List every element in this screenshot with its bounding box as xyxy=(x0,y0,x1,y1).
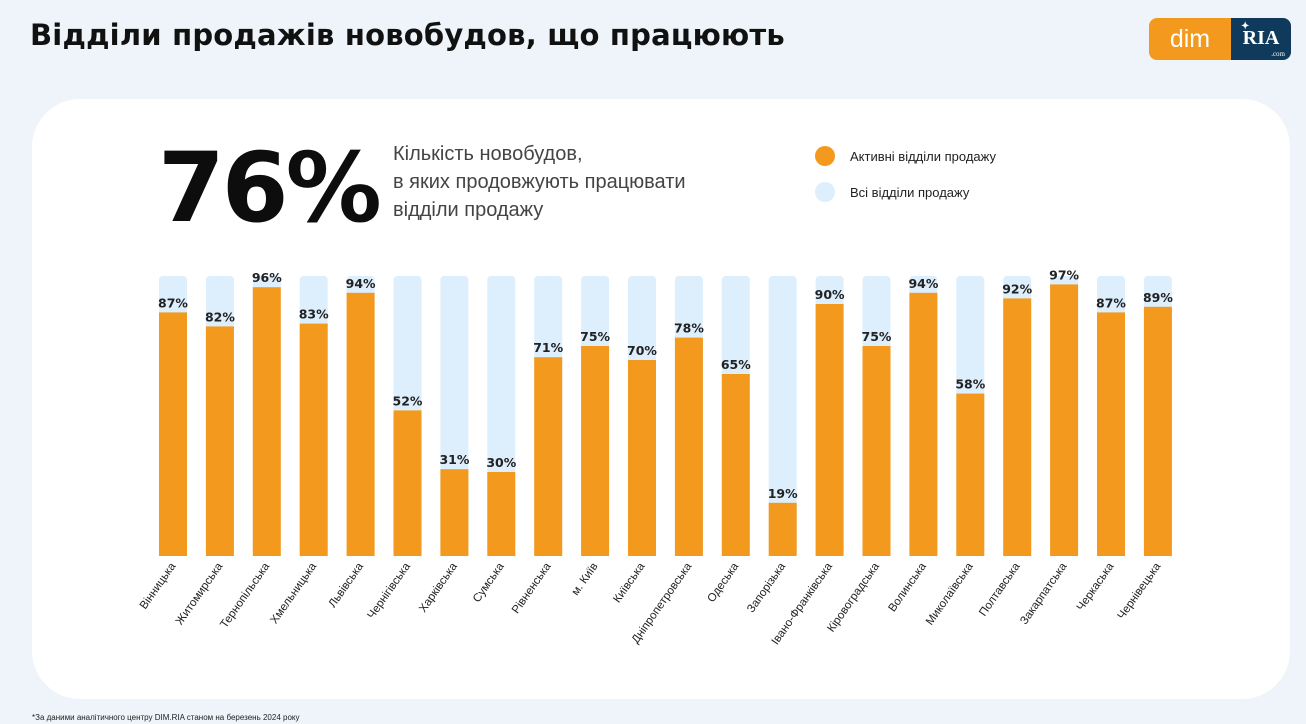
legend-label-all: Всі відділи продажу xyxy=(850,184,970,200)
category-label-3: Хмельницька xyxy=(268,560,319,626)
data-label-20: 87% xyxy=(1096,295,1126,310)
star-icon: ✦ xyxy=(1241,21,1250,32)
category-label-9: м. Київ xyxy=(570,561,601,598)
bar-active-15 xyxy=(862,346,891,556)
bar-active-17 xyxy=(956,393,985,556)
data-label-18: 92% xyxy=(1002,281,1032,296)
bar-active-9 xyxy=(581,346,610,556)
footnote: *За даними аналітичного центру DIM.RIA с… xyxy=(32,713,300,722)
description-line-3: відділи продажу xyxy=(393,199,544,221)
category-label-13: Запорізька xyxy=(745,560,788,615)
bar-active-13 xyxy=(768,502,797,556)
bar-active-8 xyxy=(534,357,563,556)
data-label-5: 52% xyxy=(393,393,423,408)
data-label-0: 87% xyxy=(158,295,188,310)
category-label-20: Черкаська xyxy=(1075,560,1117,613)
data-label-19: 97% xyxy=(1049,267,1079,282)
bar-all-13 xyxy=(768,276,797,556)
category-label-5: Чернігівська xyxy=(366,560,414,621)
data-label-2: 96% xyxy=(252,270,282,285)
bar-active-10 xyxy=(628,360,656,556)
data-label-16: 94% xyxy=(908,276,938,291)
bar-active-20 xyxy=(1097,312,1125,556)
bar-active-16 xyxy=(909,292,938,556)
category-label-18: Полтавська xyxy=(977,560,1023,618)
bar-active-0 xyxy=(159,312,187,556)
bar-active-12 xyxy=(721,374,750,556)
bar-active-7 xyxy=(487,472,516,556)
description-line-2: в яких продовжують працювати xyxy=(393,171,686,193)
legend-label-active: Активні відділи продажу xyxy=(850,148,996,164)
category-label-16: Волинська xyxy=(886,560,929,614)
category-label-2: Тернопільська xyxy=(218,560,272,630)
category-label-19: Закарпатська xyxy=(1018,560,1070,627)
category-label-6: Харківська xyxy=(417,560,460,614)
category-label-15: Кіровоградська xyxy=(825,560,882,634)
legend-item-active: Активні відділи продажу xyxy=(815,146,996,166)
data-label-6: 31% xyxy=(439,452,469,467)
category-label-7: Сумська xyxy=(471,560,507,604)
bar-active-19 xyxy=(1050,284,1079,556)
bar-active-21 xyxy=(1143,306,1172,556)
category-label-1: Житомирська xyxy=(174,560,226,627)
category-label-21: Чернівецька xyxy=(1116,560,1164,621)
bar-active-6 xyxy=(440,469,469,556)
bar-active-4 xyxy=(346,292,375,556)
logo-dim: dim xyxy=(1149,18,1231,60)
category-label-8: Рівненська xyxy=(510,560,554,616)
category-label-12: Одеська xyxy=(705,560,741,604)
bar-active-3 xyxy=(299,323,328,556)
data-label-8: 71% xyxy=(533,340,563,355)
dim-ria-logo[interactable]: dim ✦ RIA .com xyxy=(1149,18,1291,60)
category-label-4: Львівська xyxy=(327,560,367,610)
data-label-17: 58% xyxy=(955,377,985,392)
bar-active-11 xyxy=(674,337,703,556)
data-label-12: 65% xyxy=(721,357,751,372)
page-title: Відділи продажів новобудов, що працюють xyxy=(30,18,785,52)
data-label-21: 89% xyxy=(1143,290,1173,305)
legend-item-all: Всі відділи продажу xyxy=(815,182,969,202)
logo-ria-text: RIA xyxy=(1242,27,1280,49)
big-percent: 76% xyxy=(158,132,382,244)
data-label-3: 83% xyxy=(299,307,329,322)
category-label-17: Миколаївська xyxy=(924,560,976,627)
data-label-4: 94% xyxy=(346,276,376,291)
data-label-7: 30% xyxy=(486,455,516,470)
data-label-15: 75% xyxy=(862,329,892,344)
category-label-10: Київська xyxy=(611,560,647,605)
data-label-1: 82% xyxy=(205,309,235,324)
description-line-1: Кількість новобудов, xyxy=(393,143,583,165)
legend-dot-active xyxy=(815,146,835,166)
logo-ria: ✦ RIA .com xyxy=(1231,18,1291,60)
bar-active-2 xyxy=(252,287,281,556)
bar-active-1 xyxy=(205,326,234,556)
data-label-9: 75% xyxy=(580,329,610,344)
data-label-11: 78% xyxy=(674,321,704,336)
bar-active-5 xyxy=(393,410,422,556)
data-label-14: 90% xyxy=(815,287,845,302)
category-label-0: Вінницька xyxy=(138,560,179,611)
logo-ria-sub: .com xyxy=(1271,50,1285,58)
bar-active-18 xyxy=(1003,298,1032,556)
legend-dot-all xyxy=(815,182,835,202)
summary-description: Кількість новобудов, в яких продовжують … xyxy=(393,140,773,224)
bar-active-14 xyxy=(815,304,844,556)
chart-card xyxy=(32,99,1290,699)
data-label-13: 19% xyxy=(768,486,798,501)
data-label-10: 70% xyxy=(627,343,657,358)
